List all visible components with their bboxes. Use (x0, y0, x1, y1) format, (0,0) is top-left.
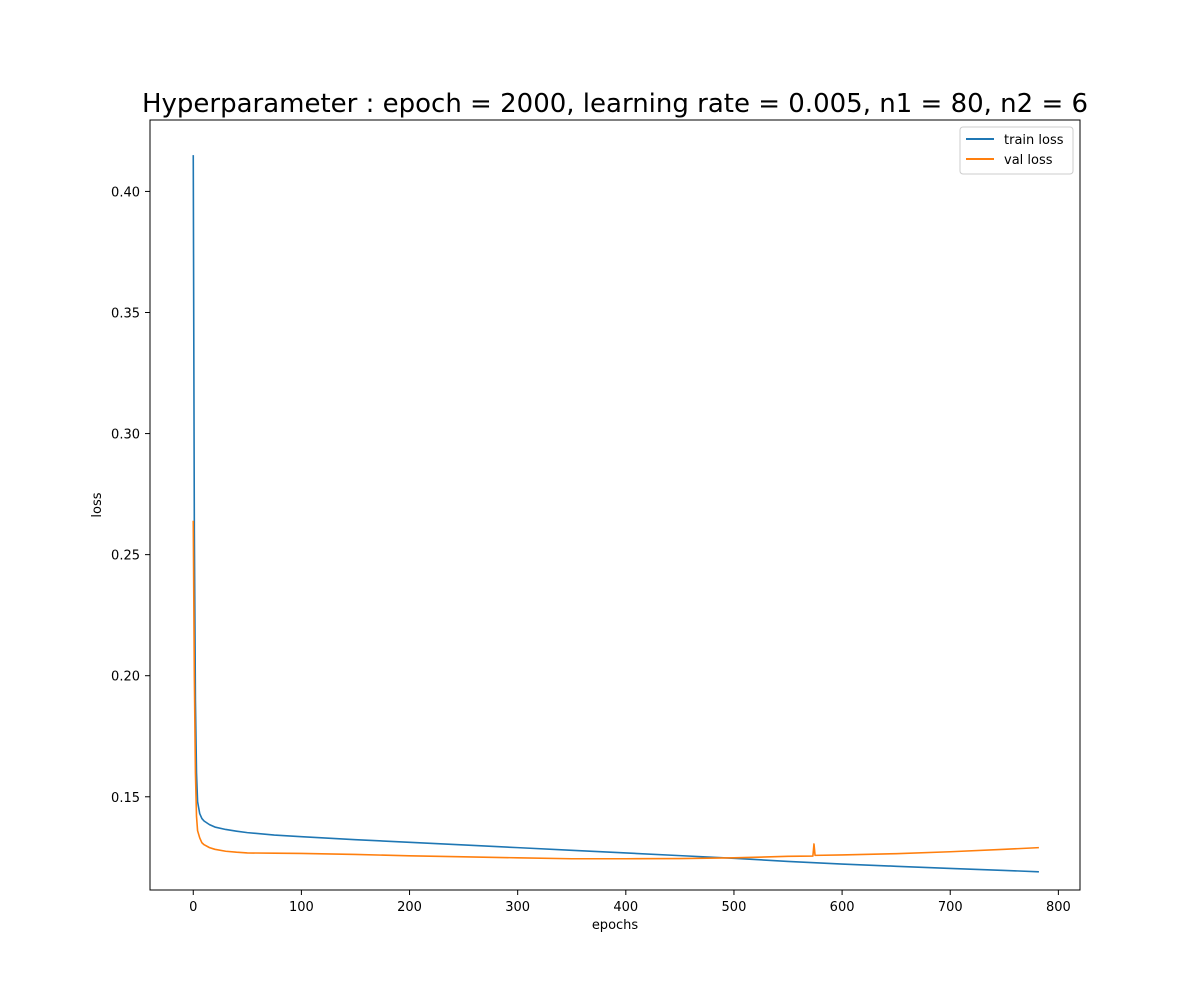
x-tick-label: 500 (722, 900, 747, 915)
x-tick-label: 600 (830, 900, 855, 915)
x-tick-label: 700 (938, 900, 963, 915)
series-line-train-loss (192, 155, 1039, 873)
legend-entry-label: val loss (1004, 153, 1053, 168)
y-axis-label: loss (90, 492, 105, 517)
x-tick-label: 0 (189, 900, 197, 915)
x-tick-label: 300 (505, 900, 530, 915)
x-tick-label: 400 (613, 900, 638, 915)
x-tick-label: 800 (1046, 900, 1071, 915)
legend-entry-label: train loss (1004, 133, 1064, 148)
x-axis-label: epochs (592, 918, 639, 933)
y-tick-label: 0.25 (111, 549, 140, 564)
y-tick-label: 0.40 (111, 185, 140, 200)
x-tick-label: 100 (289, 900, 314, 915)
y-tick-label: 0.15 (111, 791, 140, 806)
x-axis: 0 100 200 300 400 500 600 700 800 (189, 890, 1071, 915)
y-tick-label: 0.20 (111, 670, 140, 685)
y-tick-label: 0.30 (111, 428, 140, 443)
series-layer (192, 155, 1039, 873)
series-line-val-loss (192, 520, 1039, 860)
y-tick-label: 0.35 (111, 307, 140, 322)
chart-title: Hyperparameter : epoch = 2000, learning … (142, 89, 1088, 119)
plot-frame (149, 119, 1081, 891)
x-tick-label: 200 (397, 900, 422, 915)
y-axis: 0.15 0.20 0.25 0.30 0.35 0.40 (111, 185, 150, 806)
legend: train loss val loss (959, 126, 1074, 175)
